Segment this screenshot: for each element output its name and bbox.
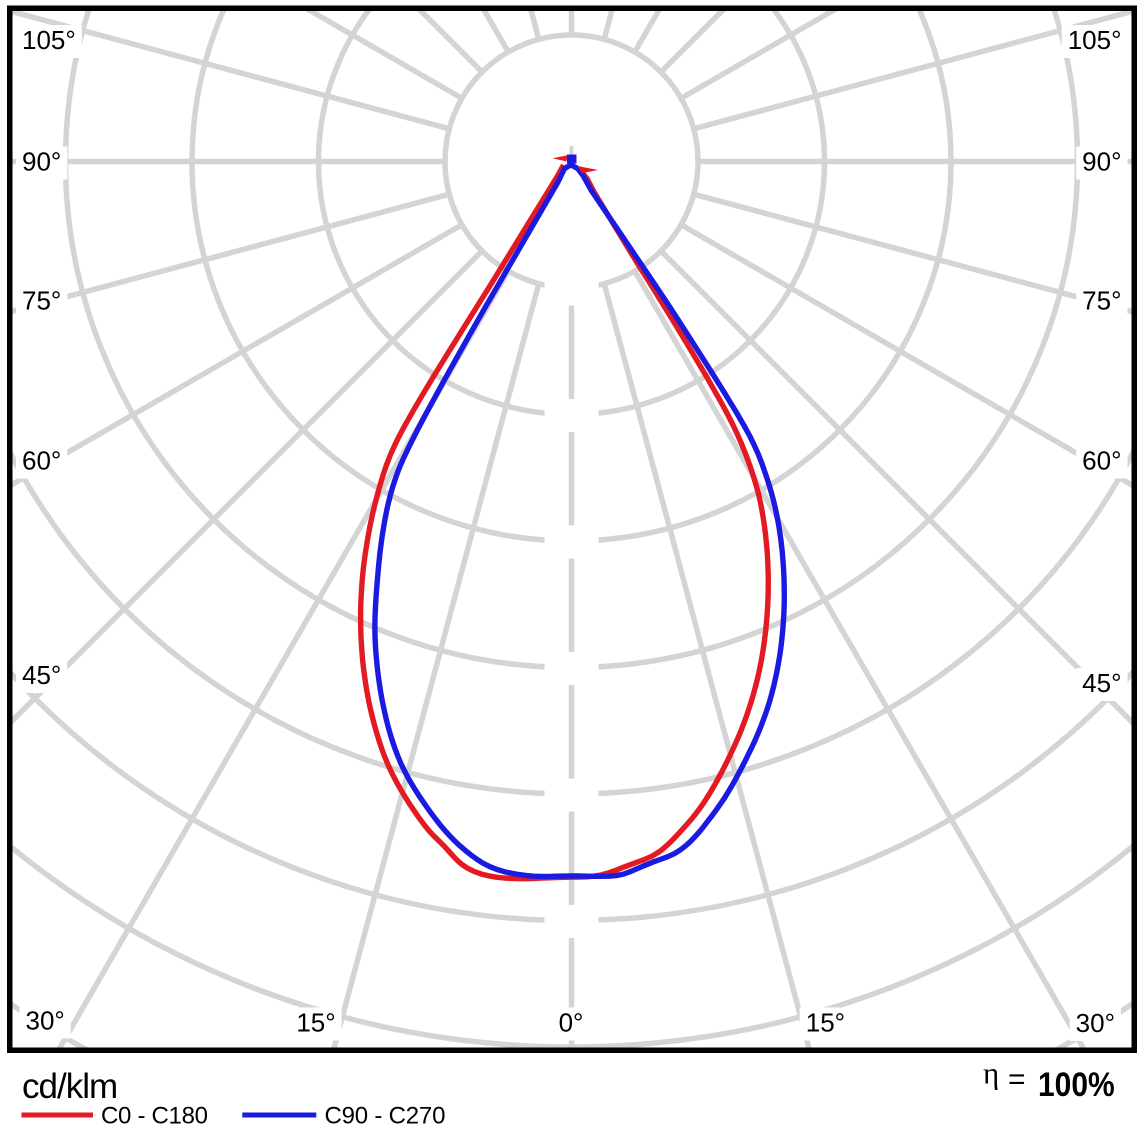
- svg-text:90°: 90°: [1082, 147, 1121, 177]
- svg-text:cd/klm: cd/klm: [22, 1067, 117, 1106]
- svg-text:C90 - C270: C90 - C270: [325, 1103, 446, 1130]
- svg-text:45°: 45°: [22, 660, 61, 690]
- svg-text:30°: 30°: [26, 1006, 65, 1036]
- svg-text:η: η: [983, 1056, 999, 1091]
- svg-text:0°: 0°: [559, 1008, 584, 1038]
- svg-text:75°: 75°: [1082, 286, 1121, 316]
- svg-text:=: =: [1008, 1063, 1026, 1096]
- svg-text:60°: 60°: [1082, 446, 1121, 476]
- svg-text:45°: 45°: [1082, 668, 1121, 698]
- svg-text:60°: 60°: [22, 446, 61, 476]
- svg-text:105°: 105°: [1068, 25, 1122, 55]
- svg-text:75°: 75°: [22, 286, 61, 316]
- svg-text:30°: 30°: [1076, 1008, 1115, 1038]
- svg-text:105°: 105°: [22, 25, 76, 55]
- svg-text:C0 - C180: C0 - C180: [101, 1103, 208, 1130]
- svg-text:90°: 90°: [22, 147, 61, 177]
- svg-text:15°: 15°: [806, 1008, 845, 1038]
- svg-text:100%: 100%: [1038, 1065, 1115, 1103]
- svg-text:15°: 15°: [296, 1008, 335, 1038]
